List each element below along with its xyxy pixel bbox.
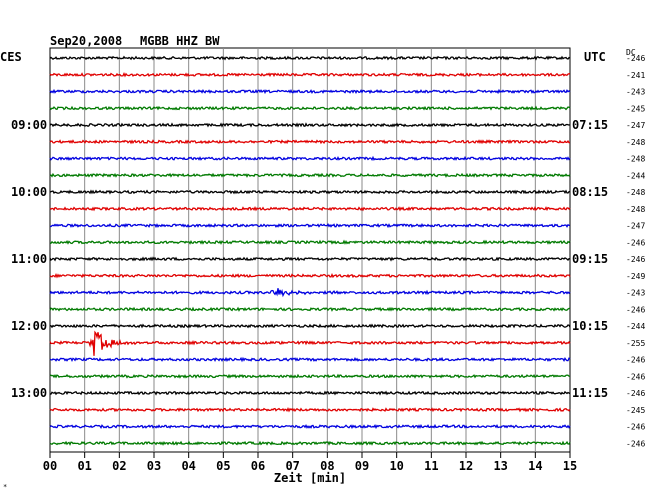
dc-offset-label: -247 (626, 121, 645, 130)
dc-offset-label: -244 (626, 171, 645, 180)
x-axis-ticks: 00 01 02 03 04 05 06 07 08 09 10 11 12 13 14 15 (43, 452, 577, 473)
dc-offset-label: -255 (626, 339, 645, 348)
right-hour-label: 11:15 (572, 386, 608, 400)
left-hour-label: 12:00 (11, 319, 47, 333)
trace-line (50, 208, 570, 210)
right-hour-label: 09:15 (572, 252, 608, 266)
x-tick-label: 14 (528, 459, 542, 473)
trace-line (50, 425, 570, 427)
left-hour-label: 13:00 (11, 386, 47, 400)
x-tick-label: 10 (389, 459, 403, 473)
dc-offset-label: -246 (626, 305, 645, 314)
trace-line (50, 90, 570, 92)
left-hour-label: 10:00 (11, 185, 47, 199)
trace-line (50, 358, 570, 360)
trace-line (50, 409, 570, 411)
right-hour-labels: 07:15 08:15 09:15 10:15 11:15 (572, 118, 608, 400)
dc-offset-label: -241 (626, 71, 645, 80)
trace-line (50, 57, 570, 59)
x-tick-label: 03 (147, 459, 161, 473)
dc-offset-label: -244 (626, 322, 645, 331)
x-axis-label: Zeit [min] (274, 471, 346, 485)
dc-offset-label: -245 (626, 406, 645, 415)
dc-offset-label: -248 (626, 188, 645, 197)
x-tick-label: 13 (493, 459, 507, 473)
right-hour-label: 10:15 (572, 319, 608, 333)
dc-offset-label: -243 (626, 88, 645, 97)
station-label: MGBB HHZ BW (140, 34, 220, 48)
dc-offset-label: -246 (626, 54, 645, 63)
footnote-mark: * (3, 483, 7, 491)
dc-offset-label: -245 (626, 104, 645, 113)
left-timezone-label: CES (0, 50, 22, 64)
dc-offset-label: -246 (626, 255, 645, 264)
right-hour-label: 07:15 (572, 118, 608, 132)
dc-offset-label: -246 (626, 356, 645, 365)
dc-offset-label: -248 (626, 205, 645, 214)
trace-line (50, 375, 570, 377)
x-tick-label: 12 (459, 459, 473, 473)
left-hour-label: 11:00 (11, 252, 47, 266)
dc-offset-label: -246 (626, 439, 645, 448)
x-tick-label: 00 (43, 459, 57, 473)
trace-line (50, 141, 570, 143)
left-hour-labels: 09:00 10:00 11:00 12:00 13:00 (11, 118, 47, 400)
dc-offset-label: -246 (626, 389, 645, 398)
trace-line (50, 174, 570, 176)
trace-line (50, 224, 570, 226)
trace-line (50, 241, 570, 243)
x-tick-label: 11 (424, 459, 438, 473)
right-timezone-label: UTC (584, 50, 606, 64)
trace-line (50, 157, 570, 159)
trace-group (50, 57, 570, 445)
trace-line (50, 275, 570, 277)
dc-offset-label: -247 (626, 222, 645, 231)
trace-line (50, 442, 570, 444)
dc-offset-label: -246 (626, 423, 645, 432)
trace-line (50, 258, 570, 260)
dc-offset-label: -248 (626, 155, 645, 164)
trace-line (50, 74, 570, 76)
dc-offset-labels: -246 -241 -243 -245 -247 -248 -248 -244 -248 -248… (626, 54, 645, 448)
trace-line (50, 308, 570, 310)
x-tick-label: 01 (77, 459, 91, 473)
x-tick-label: 05 (216, 459, 230, 473)
right-hour-label: 08:15 (572, 185, 608, 199)
trace-line (50, 392, 570, 394)
left-hour-label: 09:00 (11, 118, 47, 132)
x-tick-label: 04 (181, 459, 195, 473)
dc-offset-label: -249 (626, 272, 645, 281)
x-tick-label: 02 (112, 459, 126, 473)
dc-offset-label: -248 (626, 138, 645, 147)
dc-offset-label: -246 (626, 372, 645, 381)
trace-line (50, 288, 570, 295)
trace-line (50, 332, 570, 356)
dc-offset-label: -246 (626, 238, 645, 247)
date-label: Sep20,2008 (50, 34, 122, 48)
trace-line (50, 107, 570, 109)
dc-offset-label: -243 (626, 289, 645, 298)
trace-line (50, 124, 570, 126)
trace-line (50, 191, 570, 193)
trace-line (50, 325, 570, 327)
x-tick-label: 06 (251, 459, 265, 473)
x-tick-label: 09 (355, 459, 369, 473)
x-tick-label: 15 (563, 459, 577, 473)
